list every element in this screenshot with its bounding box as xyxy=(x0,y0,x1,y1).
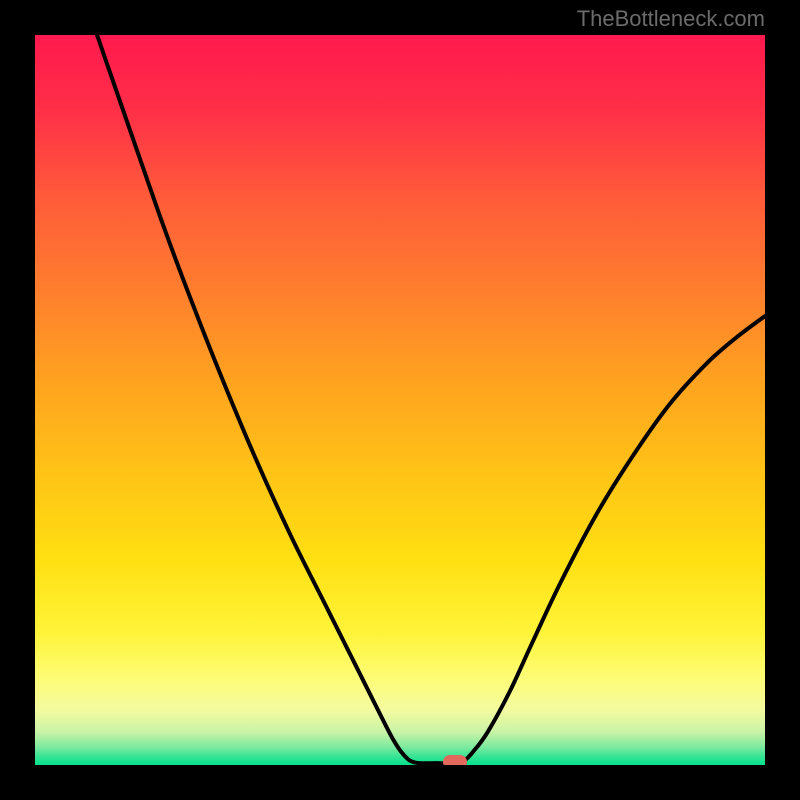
minimum-marker xyxy=(443,755,467,765)
chart-stage: TheBottleneck.com xyxy=(0,0,800,800)
bottleneck-curve xyxy=(35,35,765,765)
watermark-text: TheBottleneck.com xyxy=(577,6,765,32)
plot-area xyxy=(35,35,765,765)
